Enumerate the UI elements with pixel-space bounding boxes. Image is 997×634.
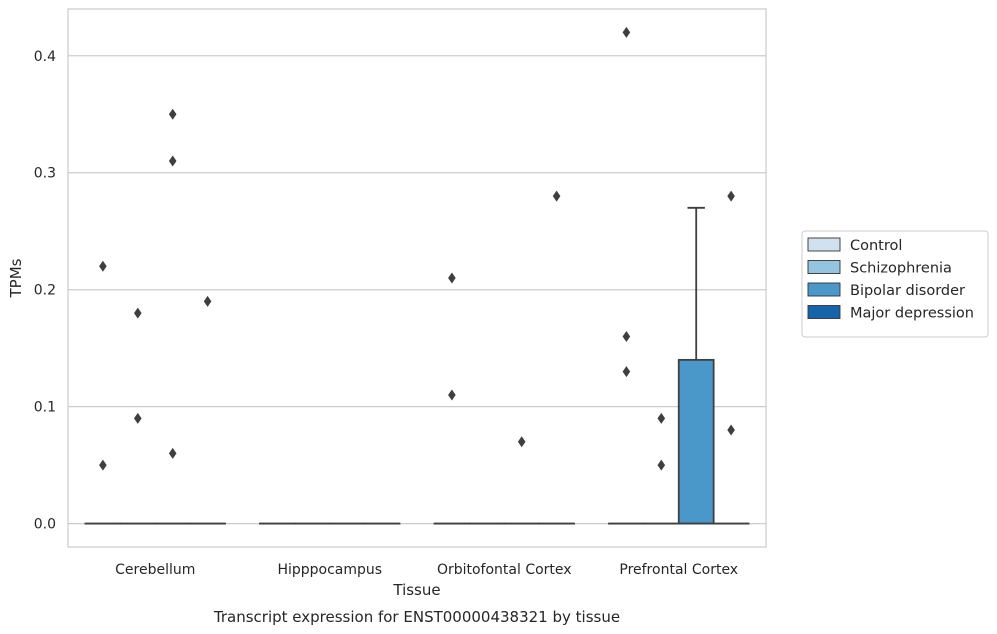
- outlier-point: [622, 330, 631, 342]
- y-tick-label: 0.2: [34, 283, 56, 299]
- y-axis-label: TPMs: [7, 258, 25, 298]
- legend-swatch: [807, 237, 841, 252]
- chart-caption: Transcript expression for ENST0000043832…: [213, 608, 620, 626]
- y-tick-label: 0.0: [34, 517, 56, 533]
- x-tick-label: Orbitofontal Cortex: [437, 562, 572, 578]
- outlier-point: [448, 389, 456, 401]
- outlier-point: [727, 190, 735, 202]
- legend-item-major-depression: Major depression: [807, 305, 974, 322]
- legend-swatch: [807, 305, 841, 319]
- outlier-point: [168, 155, 177, 167]
- outlier-point: [727, 424, 735, 436]
- x-tick-label: Cerebellum: [115, 562, 195, 578]
- outlier-point: [657, 459, 666, 471]
- box-body: [677, 358, 715, 525]
- legend-item-bipolar-disorder: Bipolar disorder: [807, 282, 965, 299]
- legend-swatch: [807, 260, 841, 274]
- outlier-point: [622, 366, 631, 378]
- outlier-point: [99, 260, 107, 272]
- x-axis-ticks: Cerebellum Hipppocampus Orbitofontal Corte…: [115, 562, 738, 578]
- outlier-point: [134, 307, 142, 319]
- outlier-point: [657, 412, 666, 424]
- outlier-point: [552, 190, 561, 202]
- y-axis-ticks: 0.0 0.1 0.2 0.3 0.4: [34, 49, 56, 533]
- legend: Control Schizophrenia Bipolar disorder Majo…: [801, 230, 989, 338]
- x-tick-label: Hipppocampus: [277, 562, 382, 578]
- outlier-point: [622, 26, 631, 38]
- outlier-point: [134, 412, 142, 424]
- y-tick-label: 0.4: [34, 49, 56, 65]
- outliers: [99, 26, 735, 471]
- outlier-point: [517, 436, 526, 448]
- legend-item-control: Control: [807, 237, 902, 254]
- outlier-point: [203, 295, 212, 307]
- legend-items: Control Schizophrenia Bipolar disorder Majo…: [807, 237, 974, 322]
- outlier-point: [168, 447, 177, 459]
- outlier-point: [448, 272, 456, 284]
- legend-frame: [801, 230, 989, 338]
- outlier-point: [168, 108, 177, 120]
- outlier-point: [99, 459, 107, 471]
- box-bipolar-disorder-prefrontal-cortex: [677, 206, 715, 525]
- y-tick-label: 0.3: [34, 166, 56, 182]
- legend-label: Major depression: [850, 306, 974, 322]
- legend-label: Schizophrenia: [850, 261, 952, 277]
- y-tick-label: 0.1: [34, 400, 56, 416]
- legend-swatch: [807, 282, 841, 297]
- legend-item-schizophrenia: Schizophrenia: [807, 260, 952, 277]
- plot-frame: [67, 8, 767, 548]
- legend-label: Control: [850, 238, 902, 254]
- boxes: [84, 206, 750, 525]
- x-axis-label: Tissue: [392, 581, 440, 599]
- legend-label: Bipolar disorder: [850, 283, 965, 299]
- x-tick-label: Prefrontal Cortex: [619, 562, 738, 578]
